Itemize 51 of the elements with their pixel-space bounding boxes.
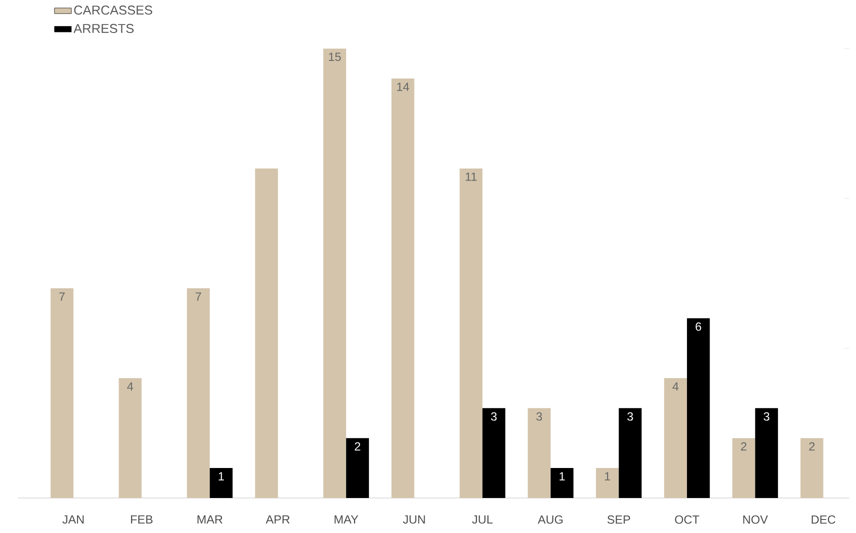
x-tick-label: MAY	[334, 516, 358, 524]
bar	[686, 318, 710, 498]
bar	[550, 468, 574, 498]
data-label: 1	[604, 472, 610, 481]
x-tick-label: SEP	[607, 516, 630, 524]
data-label: 3	[627, 412, 633, 421]
bar	[186, 288, 210, 498]
data-label: 3	[536, 412, 542, 421]
data-label: 15	[328, 52, 341, 62]
data-label: 2	[354, 442, 360, 451]
data-label: 11	[466, 172, 477, 181]
x-tick-label: MAR	[198, 516, 222, 524]
legend-label: ARRESTS	[74, 24, 134, 34]
bar	[528, 408, 551, 498]
bar	[800, 438, 824, 498]
data-label: 4	[127, 382, 134, 391]
bar	[596, 468, 619, 498]
x-tick-label: AUG	[538, 516, 563, 524]
data-label: 3	[491, 412, 497, 421]
x-tick-label: FEB	[131, 516, 153, 524]
bar	[618, 408, 642, 498]
data-label: 14	[397, 82, 410, 92]
data-label: 2	[809, 442, 815, 451]
bar	[482, 408, 506, 498]
data-label: 3	[764, 412, 770, 421]
data-label: 2	[741, 442, 746, 451]
data-label: 7	[196, 292, 202, 301]
bar	[346, 438, 369, 498]
data-label: 7	[59, 292, 65, 301]
bar	[460, 168, 482, 498]
x-tick-label: OCT	[675, 516, 700, 524]
x-tick-label: APR	[266, 516, 290, 524]
bar	[732, 438, 756, 498]
legend-label: CARCASSES	[74, 6, 152, 15]
data-label: 6	[696, 322, 702, 331]
x-tick-label: JUL	[472, 516, 493, 524]
bar	[255, 168, 278, 498]
bar	[755, 408, 778, 498]
x-tick-label: DEC	[812, 516, 836, 524]
data-label: 1	[218, 472, 224, 481]
data-label: 4	[672, 382, 678, 391]
bar	[118, 378, 142, 498]
bar	[323, 48, 346, 498]
bar	[664, 378, 687, 498]
data-label: 1	[560, 472, 565, 481]
x-tick-label: NOV	[743, 516, 768, 524]
bar	[391, 78, 414, 498]
bar	[50, 288, 74, 498]
bar	[210, 468, 233, 498]
x-tick-label: JUN	[402, 516, 425, 524]
x-tick-label: JAN	[62, 516, 84, 524]
